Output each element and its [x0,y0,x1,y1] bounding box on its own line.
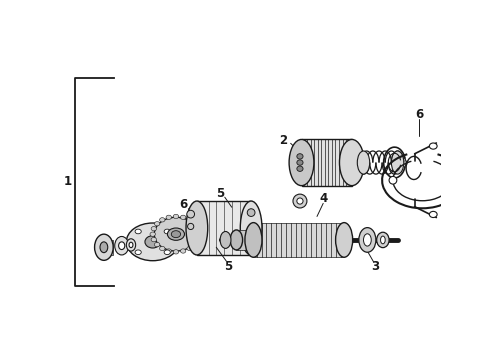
Ellipse shape [180,215,186,220]
Ellipse shape [129,242,133,248]
Ellipse shape [297,160,303,165]
Ellipse shape [192,222,197,226]
Ellipse shape [196,232,202,236]
Ellipse shape [186,201,208,255]
Ellipse shape [164,250,171,255]
Ellipse shape [220,231,231,248]
Text: 3: 3 [371,260,379,273]
Ellipse shape [115,237,129,255]
Text: 2: 2 [279,135,287,148]
Ellipse shape [168,228,184,240]
Ellipse shape [126,223,179,261]
Ellipse shape [150,232,155,236]
Text: 5: 5 [216,187,224,200]
Ellipse shape [180,249,186,253]
Ellipse shape [289,139,314,186]
Ellipse shape [429,211,437,217]
Text: 6: 6 [415,108,423,121]
Bar [197,201,251,255]
Ellipse shape [364,234,371,246]
Ellipse shape [135,229,141,234]
Text: 6: 6 [179,198,188,211]
Ellipse shape [389,176,397,184]
Ellipse shape [429,143,437,149]
Ellipse shape [166,215,172,220]
Ellipse shape [245,222,262,257]
Ellipse shape [196,238,201,242]
Ellipse shape [188,223,194,230]
Ellipse shape [95,234,113,260]
Ellipse shape [392,151,404,174]
Ellipse shape [187,210,195,218]
Ellipse shape [160,218,165,222]
Ellipse shape [164,229,171,234]
Text: 1: 1 [63,175,72,188]
Ellipse shape [381,236,385,244]
Bar [104,239,113,255]
Ellipse shape [173,214,179,219]
Ellipse shape [172,231,181,238]
Ellipse shape [187,218,193,222]
Ellipse shape [154,222,160,226]
Ellipse shape [336,222,353,257]
Ellipse shape [297,166,303,171]
Bar [236,230,253,250]
Ellipse shape [126,239,136,251]
Ellipse shape [340,139,364,186]
Ellipse shape [196,226,201,231]
Ellipse shape [173,250,179,254]
Ellipse shape [187,246,193,251]
Ellipse shape [151,238,156,242]
Ellipse shape [297,154,303,159]
Ellipse shape [293,194,307,208]
Ellipse shape [154,242,160,247]
Ellipse shape [247,209,255,216]
Ellipse shape [135,250,141,255]
Text: 5: 5 [224,260,232,273]
Ellipse shape [359,228,376,252]
Ellipse shape [160,246,165,251]
Ellipse shape [100,242,108,253]
Ellipse shape [357,151,369,174]
Ellipse shape [297,198,303,204]
Ellipse shape [230,230,243,250]
Ellipse shape [151,226,156,231]
Ellipse shape [154,217,197,251]
Ellipse shape [192,242,197,247]
Ellipse shape [247,239,255,247]
Bar [253,222,344,257]
Ellipse shape [240,201,262,255]
Ellipse shape [119,242,125,249]
Ellipse shape [377,232,389,248]
Text: 4: 4 [319,192,327,205]
Bar [301,139,352,186]
Ellipse shape [166,249,172,253]
Ellipse shape [145,236,160,248]
